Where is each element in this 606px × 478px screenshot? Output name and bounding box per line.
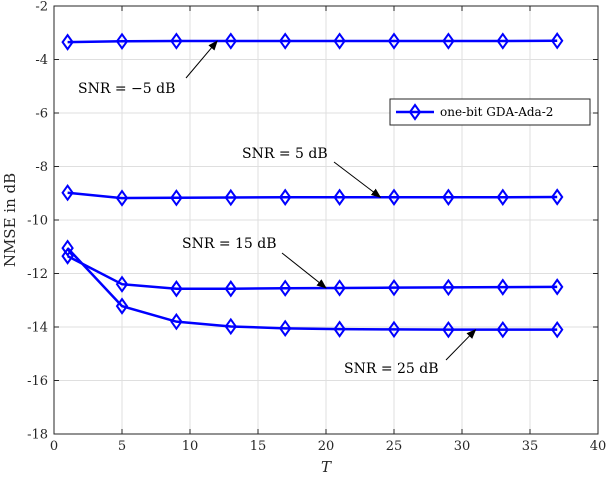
data-point-marker bbox=[224, 32, 238, 50]
snr-annotation-label: SNR = 25 dB bbox=[344, 361, 439, 377]
x-tick-label: 0 bbox=[50, 439, 58, 454]
data-point-marker bbox=[496, 320, 510, 339]
grid-lines bbox=[53, 5, 599, 435]
data-point-marker bbox=[115, 32, 129, 51]
annotations: SNR = −5 dB SNR = 5 dB SNR = 15 dB SNR = 25… bbox=[78, 40, 477, 377]
data-point-marker bbox=[387, 278, 401, 297]
annotation-arrow bbox=[281, 252, 327, 289]
annotation-arrow bbox=[445, 328, 477, 361]
data-point-marker bbox=[442, 320, 455, 339]
series-path bbox=[67, 255, 558, 290]
data-point-marker bbox=[550, 278, 564, 296]
data-point-marker bbox=[387, 188, 401, 206]
series-path bbox=[67, 191, 558, 200]
data-point-marker bbox=[496, 278, 510, 296]
data-point-marker bbox=[408, 103, 422, 121]
data-point-marker bbox=[496, 188, 510, 206]
data-point-marker bbox=[170, 189, 183, 207]
data-point-marker bbox=[278, 188, 292, 206]
x-tick-label: 15 bbox=[250, 439, 267, 454]
series-line bbox=[61, 247, 564, 298]
series-path bbox=[67, 39, 558, 44]
x-tick-label: 10 bbox=[182, 439, 199, 454]
y-tick-label: -16 bbox=[27, 374, 48, 389]
data-point-marker bbox=[115, 275, 129, 293]
data-point-marker bbox=[442, 188, 455, 206]
axis-ticks: 0 5 10 15 20 25 30 35 40 -18 -16 -14 -12 -10 -8 -6 -4 -2 bbox=[27, 0, 606, 454]
data-point-marker bbox=[550, 32, 564, 50]
data-point-marker bbox=[61, 247, 74, 265]
data-point-marker bbox=[442, 32, 455, 50]
x-tick-label: 5 bbox=[118, 439, 126, 454]
y-tick-label: -14 bbox=[27, 321, 48, 336]
data-point-marker bbox=[550, 188, 564, 206]
data-point-marker bbox=[61, 33, 74, 51]
data-point-marker bbox=[61, 183, 74, 202]
snr-annotation-label: SNR = 5 dB bbox=[242, 146, 328, 162]
data-point-marker bbox=[333, 320, 346, 338]
snr-annotation-label: SNR = 15 dB bbox=[182, 236, 277, 252]
y-tick-label: -2 bbox=[35, 0, 48, 15]
data-point-marker bbox=[442, 278, 455, 297]
y-axis-label: NMSE in dB bbox=[1, 173, 19, 267]
data-point-marker bbox=[170, 312, 183, 331]
x-tick-label: 20 bbox=[318, 439, 335, 454]
data-point-marker bbox=[333, 188, 346, 206]
x-tick-label: 40 bbox=[590, 439, 606, 454]
data-point-marker bbox=[61, 239, 74, 257]
data-point-marker bbox=[224, 280, 238, 298]
data-point-marker bbox=[115, 297, 129, 315]
snr-annotation-label: SNR = −5 dB bbox=[78, 81, 175, 97]
series-line bbox=[61, 32, 564, 51]
data-point-marker bbox=[333, 279, 346, 297]
y-tick-label: -10 bbox=[27, 214, 48, 229]
data-point-marker bbox=[278, 319, 292, 338]
data-point-marker bbox=[278, 279, 292, 297]
x-tick-label: 30 bbox=[454, 439, 471, 454]
data-series bbox=[61, 32, 564, 339]
data-point-marker bbox=[550, 320, 564, 339]
x-axis-label: T bbox=[321, 458, 332, 476]
y-tick-label: -12 bbox=[27, 267, 48, 282]
data-point-marker bbox=[333, 32, 346, 50]
annotation-arrow bbox=[333, 161, 382, 198]
data-point-marker bbox=[224, 188, 238, 207]
y-tick-label: -6 bbox=[35, 107, 48, 122]
data-point-marker bbox=[170, 32, 183, 50]
y-tick-label: -8 bbox=[35, 160, 48, 175]
data-point-marker bbox=[115, 189, 129, 207]
y-tick-label: -18 bbox=[27, 428, 48, 443]
y-tick-label: -4 bbox=[35, 53, 48, 68]
x-tick-label: 35 bbox=[522, 439, 539, 454]
legend-label: one-bit GDA-Ada-2 bbox=[440, 105, 553, 119]
data-point-marker bbox=[170, 280, 183, 298]
data-point-marker bbox=[278, 32, 292, 50]
data-point-marker bbox=[496, 32, 510, 50]
x-tick-label: 25 bbox=[386, 439, 403, 454]
data-point-marker bbox=[224, 317, 238, 336]
series-line bbox=[61, 183, 564, 207]
data-point-marker bbox=[387, 320, 401, 339]
legend: one-bit GDA-Ada-2 bbox=[389, 98, 591, 126]
data-point-marker bbox=[387, 32, 401, 50]
annotation-arrow bbox=[185, 40, 218, 79]
